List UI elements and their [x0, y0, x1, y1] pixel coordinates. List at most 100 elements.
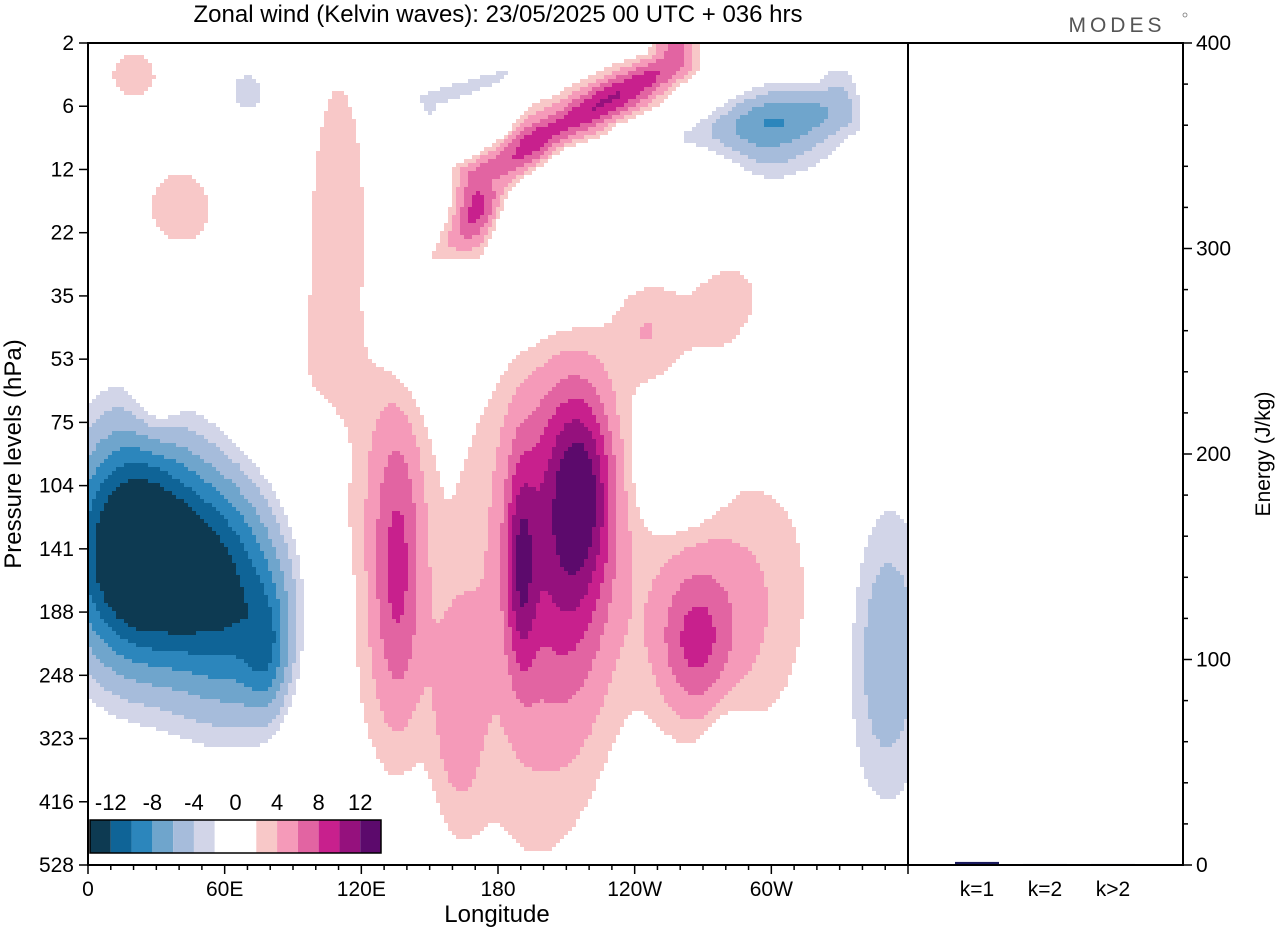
heatmap-cell: [300, 639, 304, 643]
heatmap-cell: [204, 479, 208, 483]
heatmap-cell: [116, 663, 120, 667]
heatmap-cell: [228, 471, 232, 475]
heatmap-cell: [276, 515, 280, 519]
heatmap-cell: [268, 691, 272, 695]
heatmap-cell: [240, 527, 244, 531]
heatmap-cell: [268, 575, 272, 579]
heatmap-cell: [220, 487, 224, 491]
heatmap-cell: [212, 675, 216, 679]
heatmap-cell: [232, 651, 236, 655]
heatmap-cell: [116, 495, 120, 499]
heatmap-cell: [144, 463, 148, 467]
heatmap-cell: [176, 527, 180, 531]
heatmap-cell: [256, 635, 260, 639]
heatmap-cell: [324, 235, 328, 239]
heatmap-cell: [88, 447, 92, 451]
heatmap-cell: [112, 599, 116, 603]
heatmap-cell: [128, 571, 132, 575]
heatmap-cell: [288, 619, 292, 623]
heatmap-cell: [168, 463, 172, 467]
heatmap-cell: [272, 671, 276, 675]
heatmap-cell: [120, 547, 124, 551]
heatmap-cell: [252, 727, 256, 731]
heatmap-cell: [324, 207, 328, 211]
heatmap-cell: [200, 575, 204, 579]
heatmap-cell: [120, 435, 124, 439]
heatmap-cell: [224, 519, 228, 523]
heatmap-cell: [212, 603, 216, 607]
heatmap-cell: [300, 595, 304, 599]
heatmap-cell: [132, 71, 136, 75]
heatmap-cell: [152, 487, 156, 491]
heatmap-cell: [160, 523, 164, 527]
heatmap-cell: [348, 383, 352, 387]
heatmap-cell: [224, 567, 228, 571]
heatmap-cell: [320, 235, 324, 239]
heatmap-cell: [296, 631, 300, 635]
heatmap-cell: [188, 731, 192, 735]
heatmap-cell: [212, 703, 216, 707]
heatmap-cell: [196, 699, 200, 703]
heatmap-cell: [140, 707, 144, 711]
heatmap-cell: [152, 615, 156, 619]
heatmap-cell: [112, 459, 116, 463]
heatmap-cell: [188, 567, 192, 571]
heatmap-cell: [296, 627, 300, 631]
heatmap-cell: [112, 643, 116, 647]
heatmap-cell: [340, 295, 344, 299]
heatmap-cell: [316, 235, 320, 239]
heatmap-cell: [100, 563, 104, 567]
heatmap-cell: [204, 579, 208, 583]
heatmap-cell: [244, 707, 248, 711]
heatmap-cell: [104, 519, 108, 523]
heatmap-cell: [184, 503, 188, 507]
heatmap-cell: [328, 199, 332, 203]
heatmap-cell: [116, 391, 120, 395]
heatmap-cell: [324, 175, 328, 179]
heatmap-cell: [252, 95, 256, 99]
heatmap-cell: [116, 563, 120, 567]
heatmap-cell: [204, 727, 208, 731]
heatmap-cell: [172, 699, 176, 703]
heatmap-cell: [168, 435, 172, 439]
heatmap-cell: [140, 411, 144, 415]
heatmap-cell: [204, 647, 208, 651]
heatmap-cell: [100, 699, 104, 703]
heatmap-cell: [100, 607, 104, 611]
heatmap-cell: [92, 611, 96, 615]
heatmap-cell: [276, 695, 280, 699]
heatmap-cell: [104, 479, 108, 483]
heatmap-cell: [228, 551, 232, 555]
heatmap-cell: [156, 527, 160, 531]
heatmap-cell: [152, 447, 156, 451]
heatmap-cell: [164, 591, 168, 595]
heatmap-cell: [300, 579, 304, 583]
heatmap-cell: [144, 547, 148, 551]
heatmap-cell: [324, 123, 328, 127]
heatmap-cell: [124, 619, 128, 623]
heatmap-cell: [92, 587, 96, 591]
heatmap-cell: [172, 619, 176, 623]
heatmap-cell: [100, 415, 104, 419]
heatmap-cell: [188, 203, 192, 207]
heatmap-cell: [256, 571, 260, 575]
heatmap-cell: [320, 359, 324, 363]
heatmap-cell: [256, 655, 260, 659]
heatmap-cell: [108, 643, 112, 647]
heatmap-cell: [116, 531, 120, 535]
heatmap-cell: [236, 543, 240, 547]
heatmap-cell: [320, 143, 324, 147]
heatmap-cell: [136, 695, 140, 699]
heatmap-cell: [292, 667, 296, 671]
heatmap-cell: [212, 495, 216, 499]
heatmap-cell: [152, 507, 156, 511]
heatmap-cell: [272, 603, 276, 607]
heatmap-cell: [100, 583, 104, 587]
heatmap-cell: [232, 583, 236, 587]
heatmap-cell: [136, 655, 140, 659]
heatmap-cell: [168, 535, 172, 539]
heatmap-cell: [160, 455, 164, 459]
heatmap-cell: [232, 591, 236, 595]
heatmap-cell: [152, 659, 156, 663]
heatmap-cell: [176, 523, 180, 527]
